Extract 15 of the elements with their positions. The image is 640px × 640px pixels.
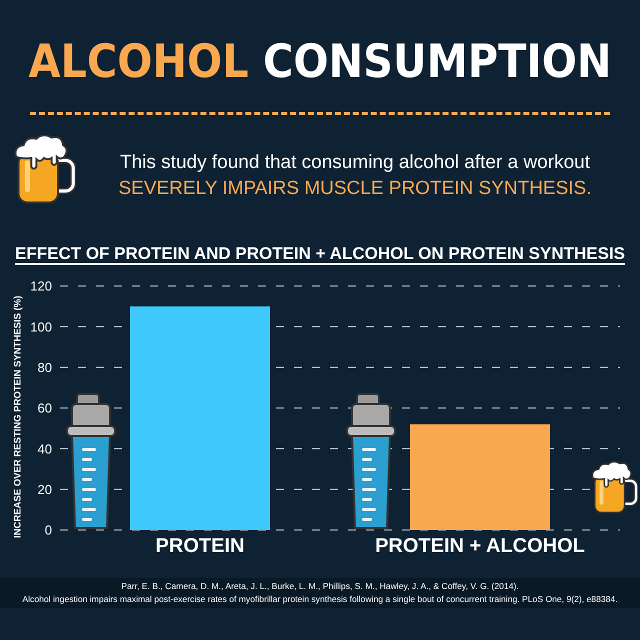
y-tick-label: 120	[30, 278, 52, 294]
y-axis-title: INCREASE OVER RESTING PROTEIN SYNTHESIS (%)	[12, 296, 24, 538]
chart-subtitle: This study found that consuming alcohol after a workout SEVERELY IMPAIRS MUSCLE PROTEIN SYNTHESIS.	[117, 151, 592, 201]
text: Parr, E. B., Camera, D. M., Areta, J. L., Burke, L. M., Phillips, S. M., Hawley, J. A., & Coffey, V. G. (2014).	[121, 581, 519, 591]
y-tick-label: 80	[38, 360, 52, 375]
text: Alcohol ingestion impairs maximal post-exercise rates of myofibrillar protein synthesis following a single bout of concurrent training. PLoS One, 9(2), e88384.	[22, 594, 618, 604]
y-tick-label: 60	[38, 400, 52, 416]
y-tick-label: 40	[38, 441, 52, 456]
x-tick-label: PROTEIN + ALCOHOL	[375, 535, 585, 558]
x-tick-label: PROTEIN	[156, 535, 244, 558]
y-tick-label: 20	[38, 482, 52, 497]
chart-title: ALCOHOL CONSUMPTION	[28, 34, 612, 88]
y-tick-label: 100	[30, 319, 52, 334]
text: EFFECT OF PROTEIN AND PROTEIN + ALCOHOL ON PROTEIN SYNTHESIS	[15, 244, 625, 265]
y-tick-label: 0	[44, 522, 52, 538]
